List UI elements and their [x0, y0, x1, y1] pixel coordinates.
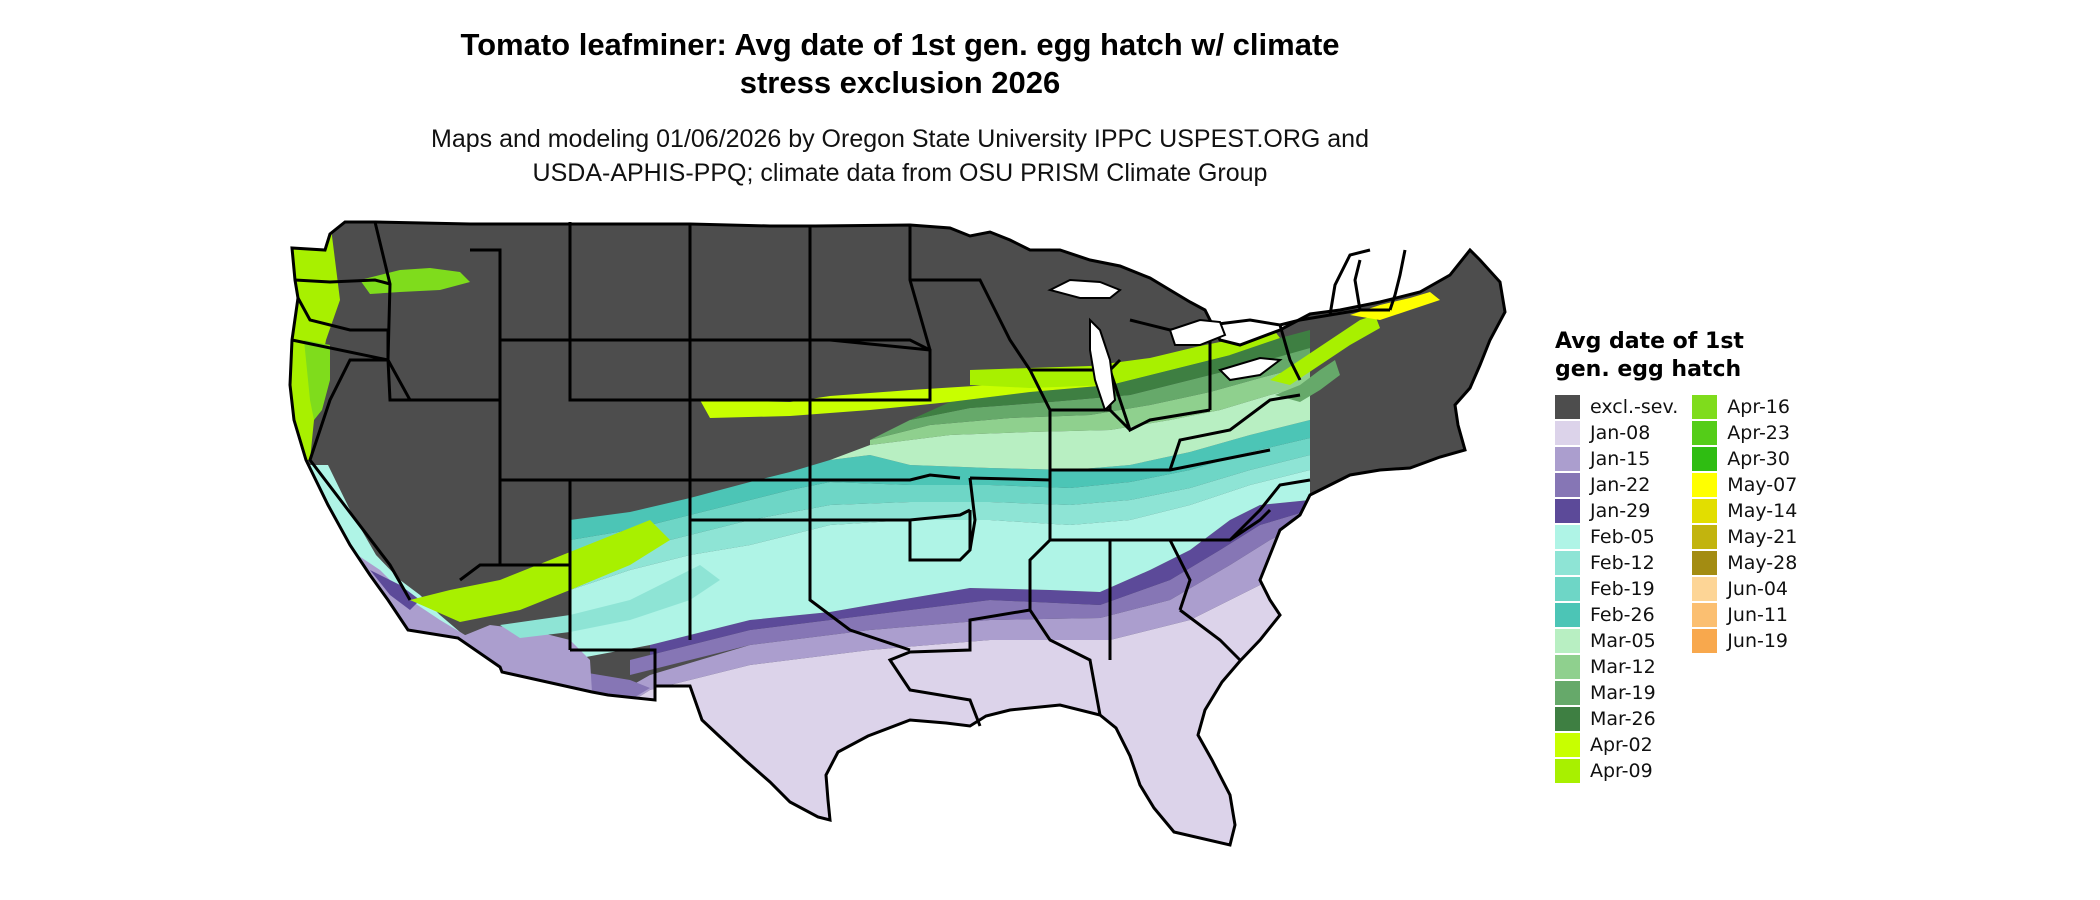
legend-label: Mar-19 [1590, 682, 1656, 704]
legend-label: May-14 [1727, 500, 1798, 522]
legend-swatch [1692, 473, 1718, 497]
legend-swatch [1555, 603, 1580, 627]
legend-swatch [1692, 577, 1718, 601]
legend-swatch [1555, 707, 1580, 731]
legend-label: Jun-11 [1727, 604, 1789, 626]
legend-item: Feb-05 [1555, 524, 1678, 550]
legend-swatch [1555, 447, 1580, 471]
legend-title: Avg date of 1st gen. egg hatch [1555, 328, 1811, 384]
legend-item: excl.-sev. [1555, 394, 1678, 420]
legend-label: May-21 [1727, 526, 1798, 548]
legend-item: May-21 [1692, 524, 1797, 550]
legend-item: Apr-09 [1555, 758, 1678, 784]
legend-label: Jan-08 [1590, 422, 1651, 444]
legend-swatch [1555, 759, 1580, 783]
legend-item: Apr-30 [1692, 446, 1797, 472]
legend-swatch [1692, 499, 1718, 523]
legend-label: Mar-26 [1590, 708, 1656, 730]
legend-label: Apr-02 [1590, 734, 1653, 756]
legend-column-2: Apr-16 Apr-23 Apr-30 May-07 May-14 May-21 May-… [1692, 394, 1797, 784]
legend-label: Jun-04 [1727, 578, 1789, 600]
legend-title-line-2: gen. egg hatch [1555, 357, 1742, 382]
legend-swatch [1692, 551, 1718, 575]
legend-swatch [1555, 681, 1580, 705]
legend-label: Apr-30 [1727, 448, 1790, 470]
legend-label: Apr-23 [1727, 422, 1790, 444]
legend-swatch [1555, 499, 1580, 523]
legend-item: Jun-04 [1692, 576, 1797, 602]
legend-item: Apr-23 [1692, 420, 1797, 446]
legend-swatch [1692, 525, 1718, 549]
map-title: Tomato leafminer: Avg date of 1st gen. e… [0, 26, 1800, 102]
great-lakes [1047, 278, 1283, 412]
legend-item: Jan-15 [1555, 446, 1678, 472]
legend-label: Jan-15 [1590, 448, 1651, 470]
legend-swatch [1555, 551, 1580, 575]
legend-swatch [1555, 629, 1580, 653]
legend-swatch [1555, 421, 1580, 445]
subtitle-line-2: USDA-APHIS-PPQ; climate data from OSU PR… [532, 159, 1268, 187]
legend-label: Mar-05 [1590, 630, 1656, 652]
title-line-2: stress exclusion 2026 [739, 65, 1061, 100]
legend-label: Apr-09 [1590, 760, 1653, 782]
legend-label: May-07 [1727, 474, 1798, 496]
legend-swatch [1555, 525, 1580, 549]
legend-label: excl.-sev. [1590, 396, 1679, 418]
legend-item: Jan-08 [1555, 420, 1678, 446]
legend-item: May-28 [1692, 550, 1797, 576]
legend-label: May-28 [1727, 552, 1798, 574]
legend-item: Mar-19 [1555, 680, 1678, 706]
map-subtitle: Maps and modeling 01/06/2026 by Oregon S… [0, 122, 1800, 190]
legend-label: Mar-12 [1590, 656, 1656, 678]
us-map [288, 220, 1507, 847]
legend-label: Feb-12 [1590, 552, 1655, 574]
legend-item: Mar-12 [1555, 654, 1678, 680]
legend-item: Jun-11 [1692, 602, 1797, 628]
title-line-1: Tomato leafminer: Avg date of 1st gen. e… [460, 27, 1340, 62]
legend-item: Jun-19 [1692, 628, 1797, 654]
legend-swatch [1555, 655, 1580, 679]
legend-swatch [1555, 473, 1580, 497]
legend-item: Mar-05 [1555, 628, 1678, 654]
legend-columns: excl.-sev. Jan-08 Jan-15 Jan-22 Jan-29 Feb-05… [1555, 394, 1811, 784]
legend-label: Apr-16 [1727, 396, 1790, 418]
legend-item: Mar-26 [1555, 706, 1678, 732]
legend-item: Apr-16 [1692, 394, 1797, 420]
legend-title-line-1: Avg date of 1st [1555, 329, 1744, 354]
legend-label: Jan-22 [1590, 474, 1651, 496]
legend-swatch [1555, 577, 1580, 601]
legend-item: Feb-12 [1555, 550, 1678, 576]
legend-swatch [1555, 733, 1580, 757]
legend-item: Feb-26 [1555, 602, 1678, 628]
legend-swatch [1692, 447, 1718, 471]
legend-item: Jan-29 [1555, 498, 1678, 524]
legend-label: Jun-19 [1727, 630, 1789, 652]
legend-item: Feb-19 [1555, 576, 1678, 602]
legend-item: May-07 [1692, 472, 1797, 498]
legend-label: Feb-19 [1590, 578, 1655, 600]
map-legend: Avg date of 1st gen. egg hatch excl.-sev… [1555, 328, 1811, 784]
legend-swatch [1692, 603, 1718, 627]
legend-item: May-14 [1692, 498, 1797, 524]
legend-swatch [1692, 395, 1718, 419]
legend-label: Feb-05 [1590, 526, 1655, 548]
legend-item: Apr-02 [1555, 732, 1678, 758]
legend-swatch [1692, 421, 1718, 445]
legend-item: Jan-22 [1555, 472, 1678, 498]
legend-swatch [1555, 395, 1580, 419]
legend-label: Feb-26 [1590, 604, 1655, 626]
legend-column-1: excl.-sev. Jan-08 Jan-15 Jan-22 Jan-29 Feb-05… [1555, 394, 1678, 784]
legend-swatch [1692, 629, 1718, 653]
legend-label: Jan-29 [1590, 500, 1651, 522]
subtitle-line-1: Maps and modeling 01/06/2026 by Oregon S… [431, 125, 1369, 153]
